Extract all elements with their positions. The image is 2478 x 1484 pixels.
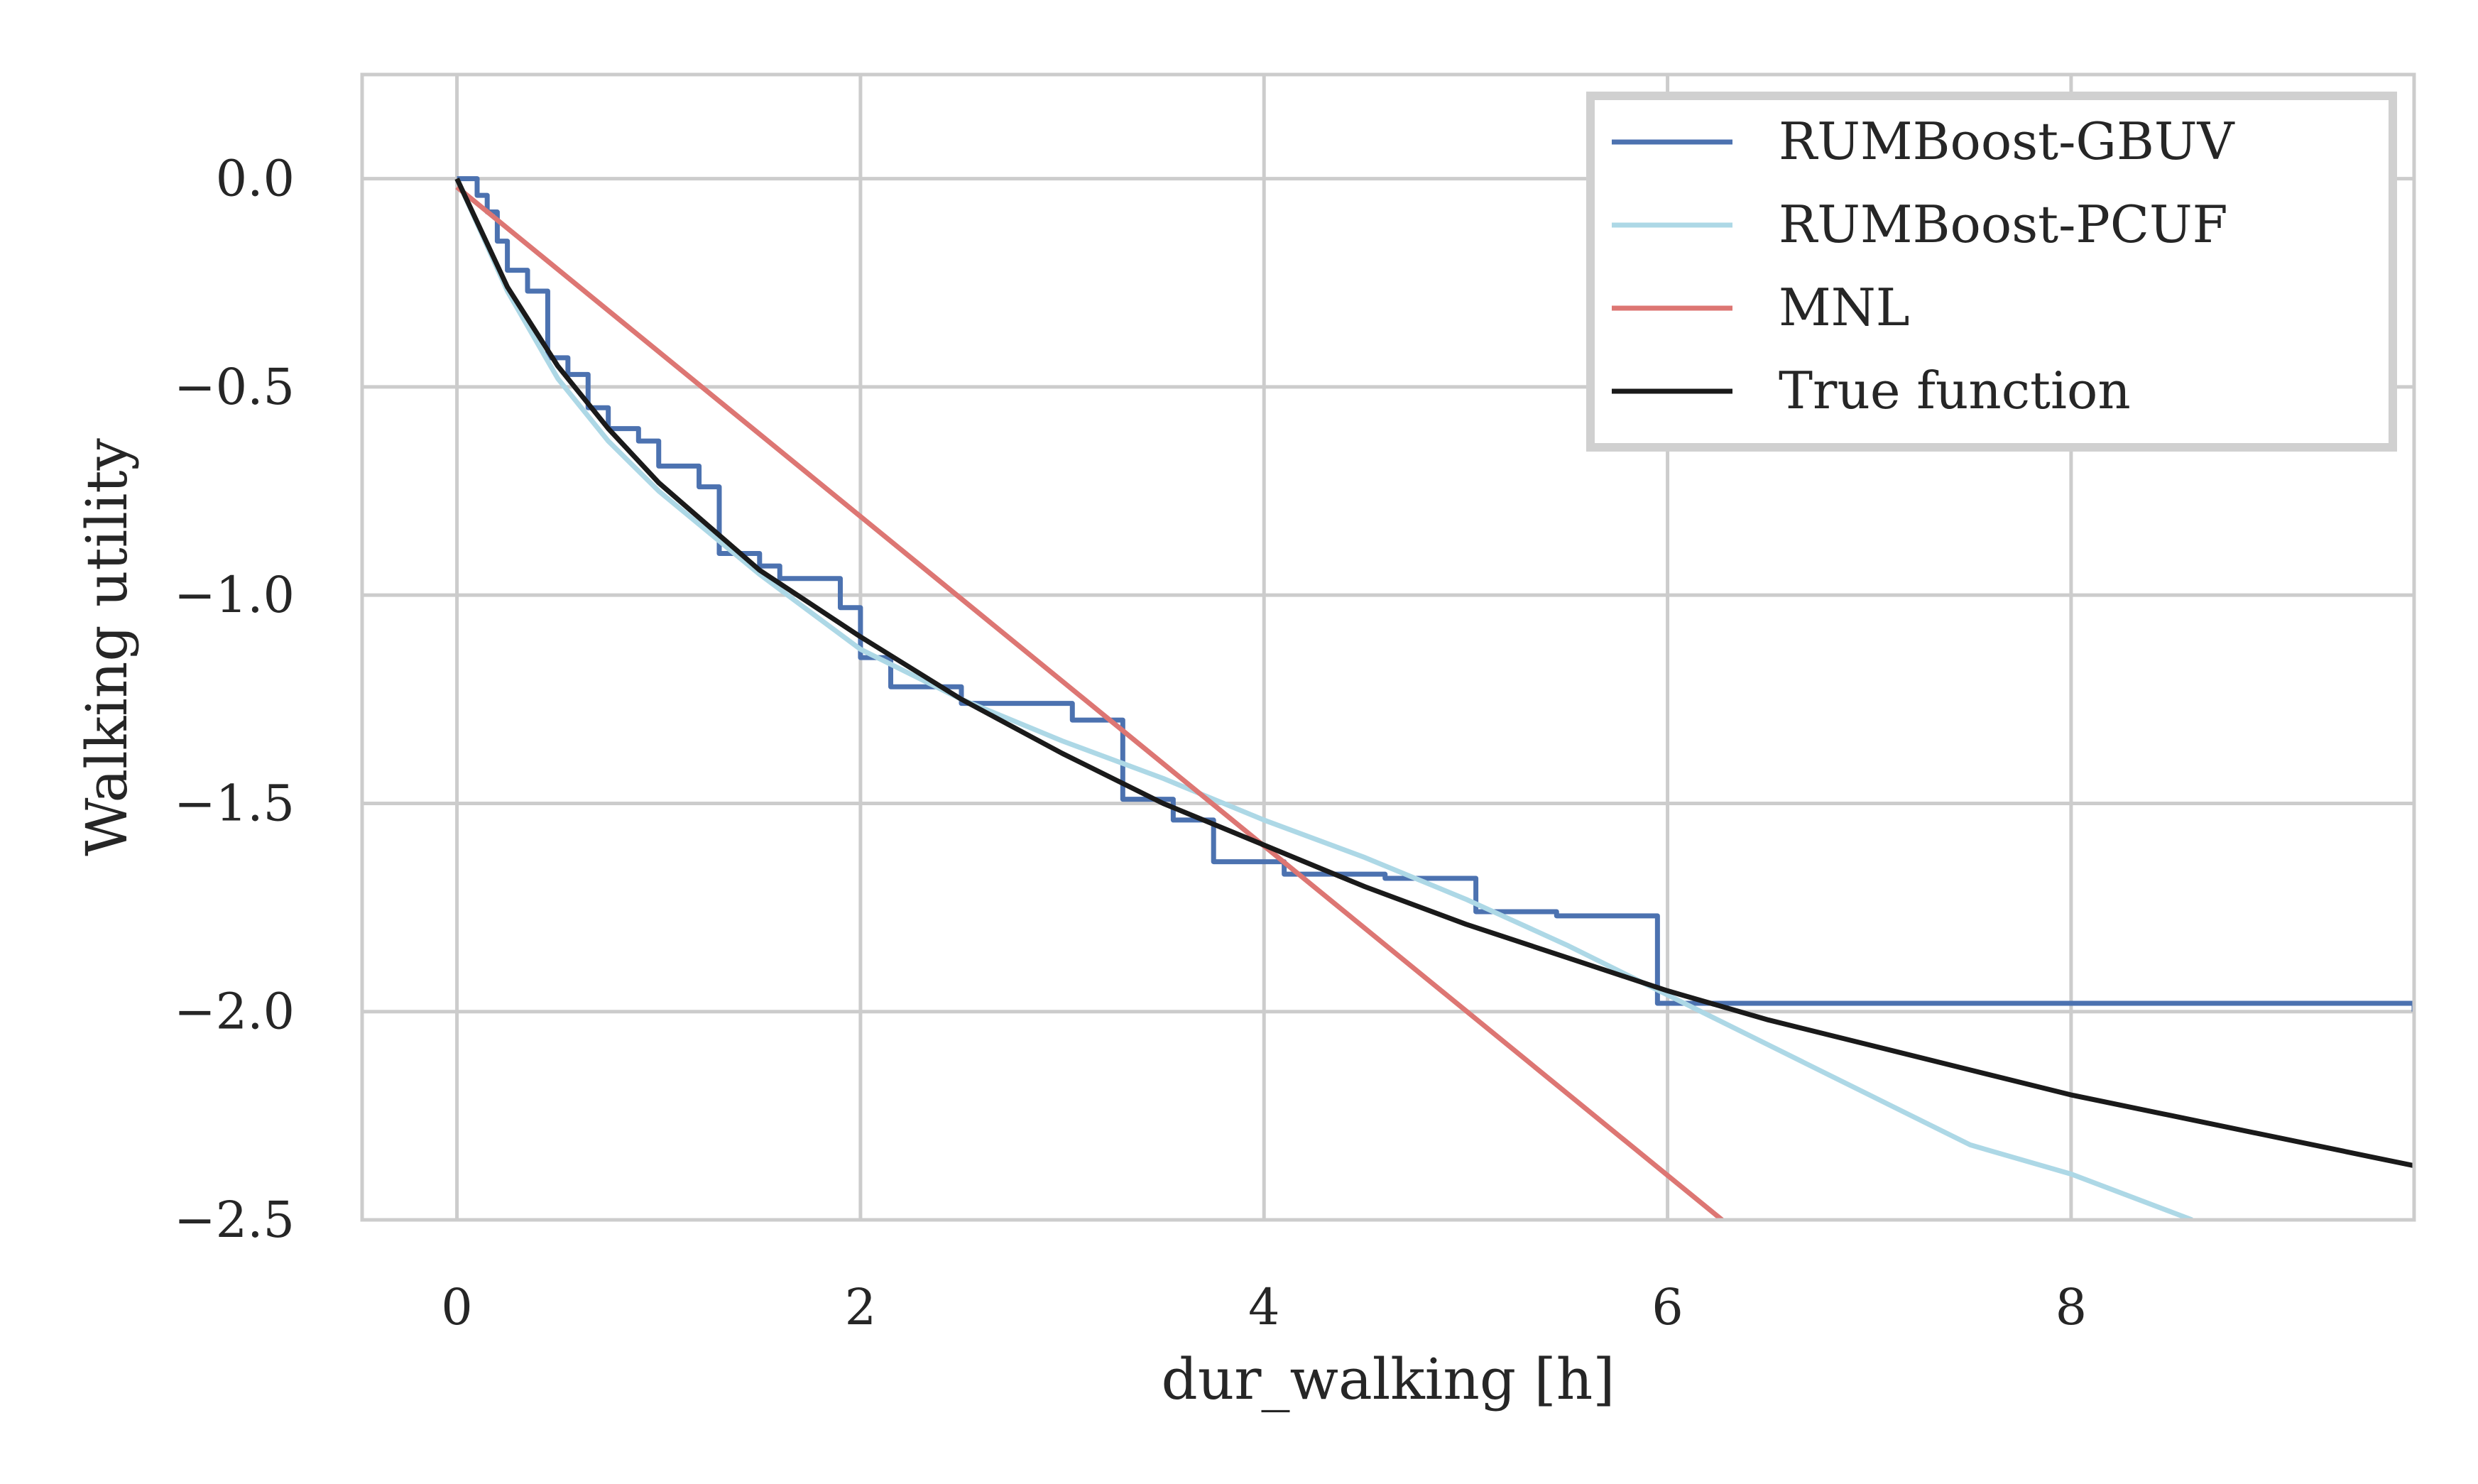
y-tick-label: −0.5: [174, 358, 295, 416]
y-tick-label: 0.0: [216, 150, 295, 208]
x-tick-label: 2: [845, 1278, 877, 1336]
x-axis-label: dur_walking [h]: [1162, 1346, 1615, 1412]
series-line-true-function: [454, 178, 2414, 1169]
y-tick-label: −1.0: [174, 566, 295, 624]
legend-label: MNL: [1779, 278, 1910, 337]
series-line-mnl: [455, 185, 1724, 1220]
y-tick-label: −2.0: [174, 983, 295, 1041]
x-tick-label: 0: [441, 1278, 473, 1336]
y-axis-label: Walking utility: [74, 438, 140, 856]
x-tick-label: 6: [1652, 1278, 1683, 1336]
y-tick-label: −2.5: [174, 1191, 295, 1249]
tick-labels: 0 2 4 6 8 0.0 −0.5 −1.0 −1.5 −2.0 −2.5: [174, 150, 2087, 1336]
series-lines: [454, 176, 2414, 1220]
series-line-rumboost-gbuv: [457, 176, 2414, 1012]
legend-label: True function: [1779, 361, 2131, 420]
legend-label: RUMBoost-GBUV: [1779, 111, 2236, 171]
series-line-rumboost-pcuf: [454, 178, 2193, 1220]
legend-label: RUMBoost-PCUF: [1779, 195, 2228, 254]
plot-frame: [360, 72, 2416, 1222]
x-tick-label: 8: [2056, 1278, 2087, 1336]
y-tick-label: −1.5: [174, 774, 295, 832]
legend: RUMBoost-GBUV RUMBoost-PCUF MNL True functi…: [1586, 92, 2397, 452]
x-tick-label: 4: [1248, 1278, 1280, 1336]
